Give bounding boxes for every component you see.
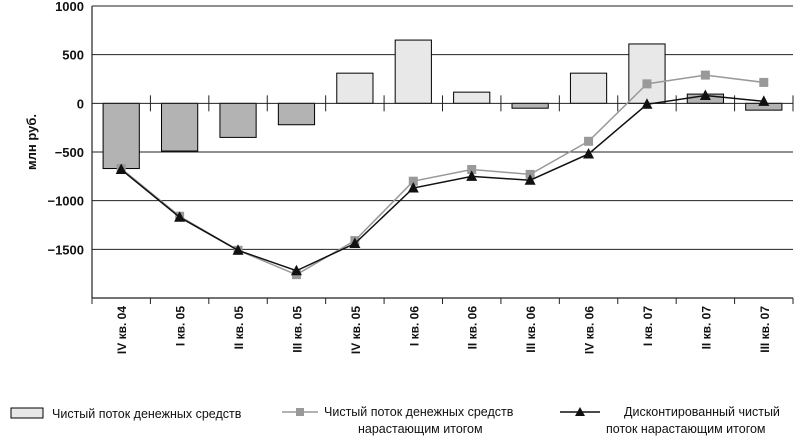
x-tick-label: III кв. 07 [758, 306, 772, 353]
triangle-point [232, 244, 244, 255]
x-tick-label: II кв. 05 [232, 306, 246, 350]
bar [277, 102, 316, 126]
series-line [120, 94, 764, 272]
y-tick-label: 1000 [55, 0, 84, 14]
bar [394, 39, 432, 104]
x-tick-label: I кв. 07 [641, 306, 655, 346]
bar [628, 43, 666, 104]
x-tick-label: IV кв. 05 [349, 306, 363, 354]
legend-label-line-1: Дисконтированный чистый [624, 405, 780, 419]
triangle-point [524, 174, 536, 185]
triangle-point [641, 98, 653, 109]
legend-bar-swatch [10, 407, 44, 419]
y-tick-label: 500 [62, 48, 84, 63]
legend-triangle-line-swatch [560, 407, 600, 416]
square-point [467, 165, 477, 175]
y-tick-label: −500 [55, 145, 84, 160]
x-tick-label: III кв. 05 [290, 306, 304, 353]
x-tick-label: II кв. 07 [699, 306, 713, 350]
legend-label-line-2: нарастающим итогом [358, 422, 483, 436]
legend: Чистый поток денежных средств Чистый пот… [0, 404, 800, 444]
bar [511, 102, 549, 109]
triangle-point [758, 95, 770, 106]
bar [336, 72, 374, 104]
bar [219, 102, 257, 138]
legend-square-line-swatch [282, 408, 318, 416]
legend-item-discounted-cumulative: Дисконтированный чистый поток нарастающи… [560, 404, 780, 438]
x-tick-label: I кв. 05 [174, 306, 188, 346]
legend-label: Чистый поток денежных средств [52, 407, 242, 421]
x-tick-label: II кв. 06 [466, 306, 480, 350]
legend-label-line-2: поток нарастающим итогом [606, 422, 766, 436]
triangle-point [290, 264, 302, 276]
bar [569, 72, 608, 104]
legend-label-line-1: Чистый поток денежных средств [324, 405, 514, 419]
x-tick-label: I кв. 06 [407, 306, 421, 346]
legend-item-cumulative-cash-flow: Чистый поток денежных средств нарастающи… [282, 404, 513, 438]
x-tick-label: IV кв. 06 [583, 306, 597, 354]
triangle-point [407, 182, 419, 193]
legend-item-net-cash-flow: Чистый поток денежных средств [10, 406, 241, 423]
square-point [759, 77, 769, 87]
cashflow-chart: 1000 500 0 −500 −1000 −1500 млн руб. IV кв. 04 I… [24, 0, 794, 354]
bar [102, 102, 140, 170]
x-tick-label: IV кв. 04 [115, 306, 129, 354]
y-tick-label: −1500 [47, 242, 84, 257]
square-point [642, 79, 652, 89]
triangle-point [174, 211, 186, 222]
triangle-point [466, 170, 478, 181]
square-point [584, 136, 594, 146]
y-tick-label: 0 [77, 96, 84, 111]
triangle-point [115, 163, 127, 175]
triangle-point [349, 237, 361, 248]
square-point [700, 70, 710, 80]
triangle-point [583, 147, 595, 159]
bar [161, 102, 199, 152]
x-tick-label: III кв. 06 [524, 306, 538, 353]
square-point [408, 176, 418, 186]
y-tick-label: −1000 [47, 194, 84, 209]
triangle-point [699, 89, 711, 101]
bar [453, 91, 491, 104]
y-axis-label: млн руб. [24, 114, 39, 170]
